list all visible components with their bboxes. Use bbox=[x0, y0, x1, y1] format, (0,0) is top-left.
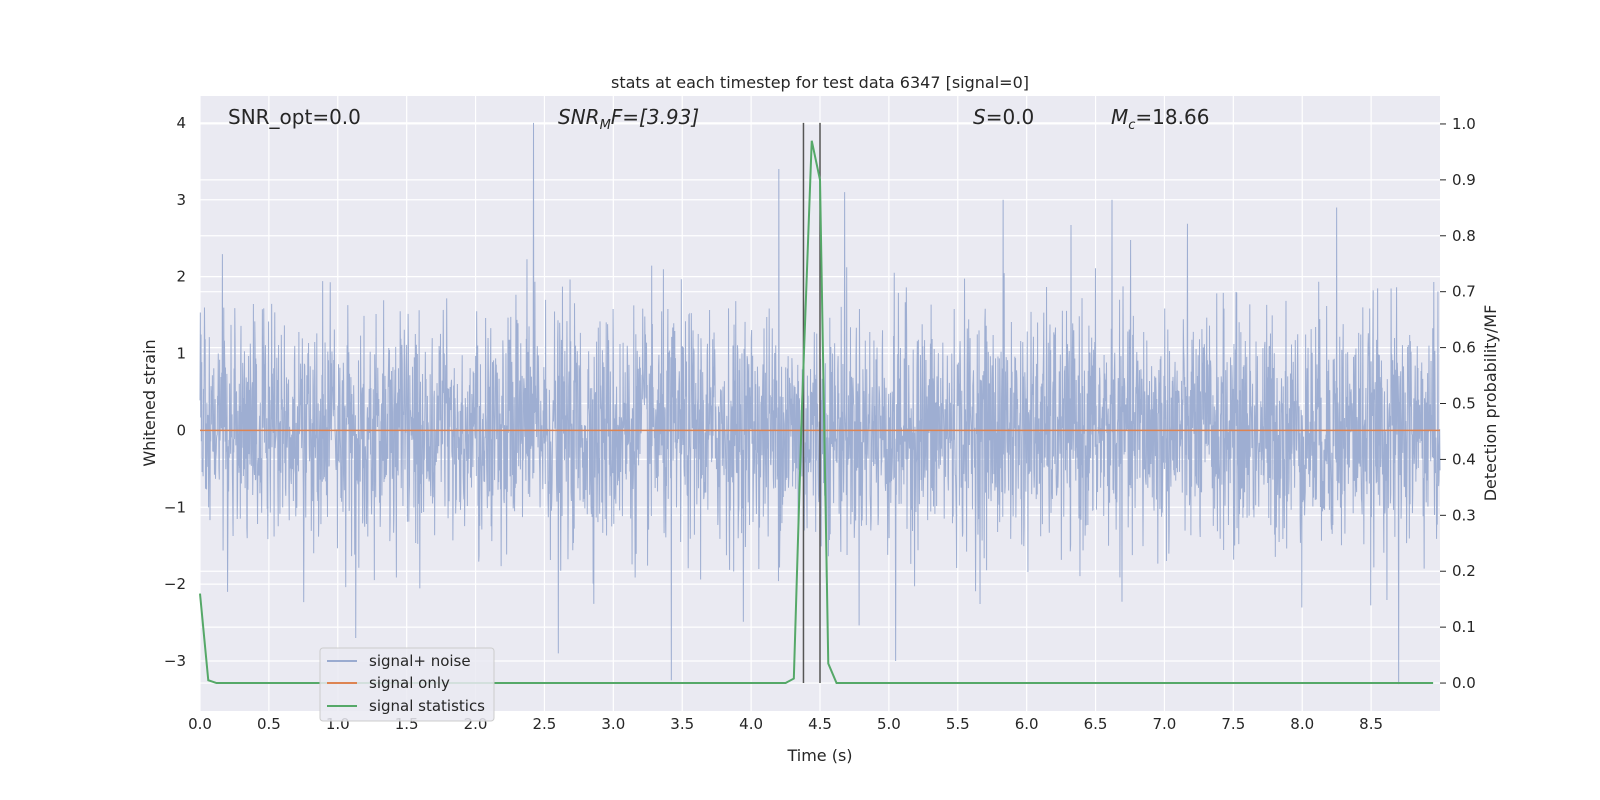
y-right-tick-label: 0.4 bbox=[1452, 450, 1476, 468]
annotation-s-rest: =0.0 bbox=[986, 105, 1035, 129]
x-tick-label: 7.5 bbox=[1221, 715, 1245, 733]
y-left-tick-label: −2 bbox=[164, 575, 186, 593]
y-right-tick-label: 0.8 bbox=[1452, 227, 1476, 245]
x-tick-label: 6.5 bbox=[1084, 715, 1108, 733]
y-left-tick-label: 3 bbox=[176, 191, 186, 209]
y-right-tick-label: 0.2 bbox=[1452, 562, 1476, 580]
legend: signal+ noise signal only signal statist… bbox=[319, 647, 495, 722]
overlays bbox=[199, 122, 1440, 685]
y-right-tick-label: 0.1 bbox=[1452, 618, 1476, 636]
x-tick-label: 0.5 bbox=[257, 715, 281, 733]
legend-label-signal-only: signal only bbox=[369, 674, 450, 692]
annotation-mc-name: M bbox=[1111, 105, 1128, 129]
x-tick-label: 3.0 bbox=[601, 715, 625, 733]
y-right-tick-label: 0.6 bbox=[1452, 339, 1476, 357]
x-tick-label: 5.5 bbox=[946, 715, 970, 733]
y-left-tick-label: 0 bbox=[176, 421, 186, 439]
y-right-tick-label: 0.9 bbox=[1452, 171, 1476, 189]
y-left-tick-label: −3 bbox=[164, 652, 186, 670]
x-tick-label: 3.5 bbox=[670, 715, 694, 733]
annotation-snr-mf-sub: M bbox=[600, 118, 611, 133]
y-right-tick-label: 0.5 bbox=[1452, 395, 1476, 413]
legend-box bbox=[319, 647, 495, 722]
chart-title: stats at each timestep for test data 634… bbox=[611, 73, 1029, 92]
y-left-tick-label: 1 bbox=[176, 345, 186, 363]
annotation-mc-sub: c bbox=[1128, 118, 1135, 133]
annotation-mc: Mc=18.66 bbox=[1111, 105, 1209, 133]
x-tick-label: 8.5 bbox=[1359, 715, 1383, 733]
y-axis-label-right: Detection probability/MF bbox=[1481, 305, 1500, 502]
x-tick-label: 7.0 bbox=[1153, 715, 1177, 733]
x-tick-label: 6.0 bbox=[1015, 715, 1039, 733]
x-tick-label: 2.5 bbox=[533, 715, 557, 733]
y-right-tick-label: 0.0 bbox=[1452, 674, 1476, 692]
x-axis-label: Time (s) bbox=[786, 746, 852, 765]
y-right-tick-label: 0.3 bbox=[1452, 506, 1476, 524]
y-axis-label-left: Whitened strain bbox=[140, 339, 159, 466]
annotation-snr-mf-rest: F=[3.93] bbox=[611, 105, 699, 129]
annotation-mc-rest: =18.66 bbox=[1135, 105, 1209, 129]
x-tick-label: 8.0 bbox=[1290, 715, 1314, 733]
y-left-tick-label: 2 bbox=[176, 268, 186, 286]
x-tick-label: 5.0 bbox=[877, 715, 901, 733]
legend-label-signal-statistics: signal statistics bbox=[369, 697, 485, 715]
annotation-s: S=0.0 bbox=[973, 105, 1034, 129]
x-tick-label: 0.0 bbox=[188, 715, 212, 733]
y-right-tick-label: 1.0 bbox=[1452, 115, 1476, 133]
legend-label-signal-noise: signal+ noise bbox=[369, 652, 471, 670]
signal-statistics-line bbox=[199, 140, 1434, 685]
y-left-tick-label: 4 bbox=[176, 114, 186, 132]
y-right-tick-label: 0.7 bbox=[1452, 283, 1476, 301]
x-tick-label: 4.5 bbox=[808, 715, 832, 733]
annotation-snr-mf-name: SNR bbox=[558, 105, 600, 129]
annotation-snr-opt: SNR_opt=0.0 bbox=[228, 105, 361, 129]
annotation-snr-mf: SNRMF=[3.93] bbox=[558, 105, 699, 133]
y-left-tick-label: −1 bbox=[164, 498, 186, 516]
annotation-s-name: S bbox=[973, 105, 986, 129]
x-tick-label: 4.0 bbox=[739, 715, 763, 733]
